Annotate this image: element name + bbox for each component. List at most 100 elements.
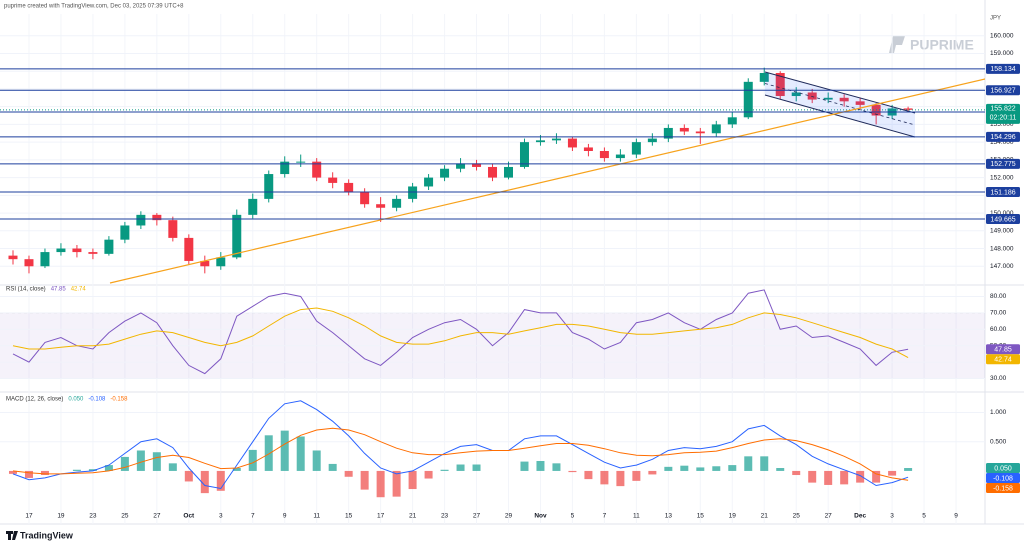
histogram-bar: [600, 470, 609, 485]
candle-body: [791, 92, 801, 97]
candle-body: [743, 81, 753, 118]
pane-title: RSI (14, close): [6, 287, 46, 293]
x-tick-label: 23: [89, 513, 97, 520]
y-tick-label: 154.000: [990, 139, 1014, 146]
channel-fill: [765, 72, 915, 137]
candle-body: [839, 97, 849, 102]
histogram-bar: [760, 456, 769, 471]
histogram-bar: [840, 470, 849, 485]
y-tick-label: 159.000: [990, 50, 1014, 57]
candle-body: [535, 140, 545, 143]
footer: TradingView: [6, 530, 74, 540]
candle-body: [40, 252, 50, 267]
candle-body: [120, 225, 130, 240]
value-badge: -0.158: [993, 485, 1013, 492]
x-tick-label: Nov: [534, 513, 547, 520]
candle-body: [424, 177, 434, 187]
value-badge: 0.050: [994, 465, 1012, 472]
candle-body: [88, 252, 98, 254]
candle-body: [679, 127, 689, 132]
x-tick-label: Dec: [854, 513, 866, 520]
plot: [0, 14, 985, 524]
channel-line: [764, 71, 916, 114]
y-tick-label: 30.00: [990, 375, 1007, 382]
candle-body: [488, 166, 498, 178]
candle-body: [264, 174, 274, 199]
histogram-bar: [424, 470, 433, 479]
candle-body: [599, 151, 609, 159]
histogram-bar: [552, 463, 561, 471]
candle-body: [695, 131, 705, 134]
x-tick-label: 27: [825, 513, 833, 520]
value-badge: 47.85: [994, 347, 1012, 354]
series-line: [12, 307, 909, 359]
x-tick-label: 27: [153, 513, 161, 520]
level-label-bg: [986, 85, 1020, 96]
histogram-bar: [40, 470, 49, 476]
value-badge-bg: [986, 354, 1020, 365]
y-tick-label: 1.000: [990, 409, 1007, 416]
y-tick-label: 80.00: [990, 293, 1007, 300]
candle-body: [567, 138, 577, 148]
histogram-bar: [408, 470, 417, 490]
x-tick-label: 11: [313, 513, 320, 520]
histogram-bar: [232, 468, 241, 471]
candle-body: [615, 154, 625, 159]
x-tick-label: 21: [409, 513, 417, 520]
level-label: 151.186: [990, 189, 1015, 196]
candle-body: [72, 248, 82, 253]
x-tick-label: Oct: [183, 513, 195, 520]
candle-body: [8, 255, 18, 260]
histogram-bar: [824, 470, 833, 485]
histogram-bar: [296, 436, 305, 471]
candle-body: [280, 161, 290, 175]
histogram-bar: [120, 456, 129, 471]
histogram-bar: [616, 470, 625, 487]
pane-value: -0.158: [110, 397, 128, 403]
candle-body: [248, 198, 258, 215]
histogram-bar: [440, 469, 449, 471]
histogram-bar: [536, 461, 545, 471]
countdown: 02:20:11: [990, 115, 1017, 122]
histogram-bar: [712, 466, 721, 471]
candle-body: [647, 138, 657, 143]
candle-body: [104, 239, 114, 254]
x-tick-label: 9: [954, 513, 958, 520]
value-badge-bg: [986, 473, 1020, 484]
x-tick-label: 5: [922, 513, 926, 520]
pane-title: MACD (12, 26, close): [6, 397, 63, 403]
x-tick-label: 13: [665, 513, 673, 520]
value-badge: 42.74: [994, 357, 1012, 364]
candle-body: [392, 198, 402, 208]
candle-body: [519, 142, 529, 167]
histogram-bar: [88, 469, 97, 471]
candle-body: [440, 168, 450, 178]
candle-body: [903, 108, 913, 110]
histogram-bar: [472, 464, 481, 471]
candle-body: [152, 214, 162, 221]
candle-body: [727, 117, 737, 125]
histogram-bar: [568, 470, 577, 473]
last-price: 155.822: [990, 106, 1015, 113]
histogram-bar: [904, 468, 913, 471]
series-line: [12, 427, 909, 481]
histogram-bar: [8, 470, 17, 474]
pane-value: 42.74: [71, 287, 87, 293]
candle-body: [24, 259, 34, 267]
histogram-bar: [808, 470, 817, 483]
histogram-bar: [456, 464, 465, 471]
x-tick-label: 19: [57, 513, 65, 520]
trend-line: [109, 78, 985, 284]
footer-logo: [6, 531, 18, 540]
x-tick-label: 9: [283, 513, 287, 520]
x-tick-label: 19: [729, 513, 737, 520]
histogram-bar: [584, 470, 593, 480]
pane-value: 47.85: [51, 287, 67, 293]
histogram-bar: [104, 465, 113, 471]
y-tick-label: 155.000: [990, 121, 1014, 128]
level-label: 149.665: [990, 216, 1015, 223]
level-label: 152.775: [990, 161, 1015, 168]
level-label: 154.296: [990, 134, 1015, 141]
